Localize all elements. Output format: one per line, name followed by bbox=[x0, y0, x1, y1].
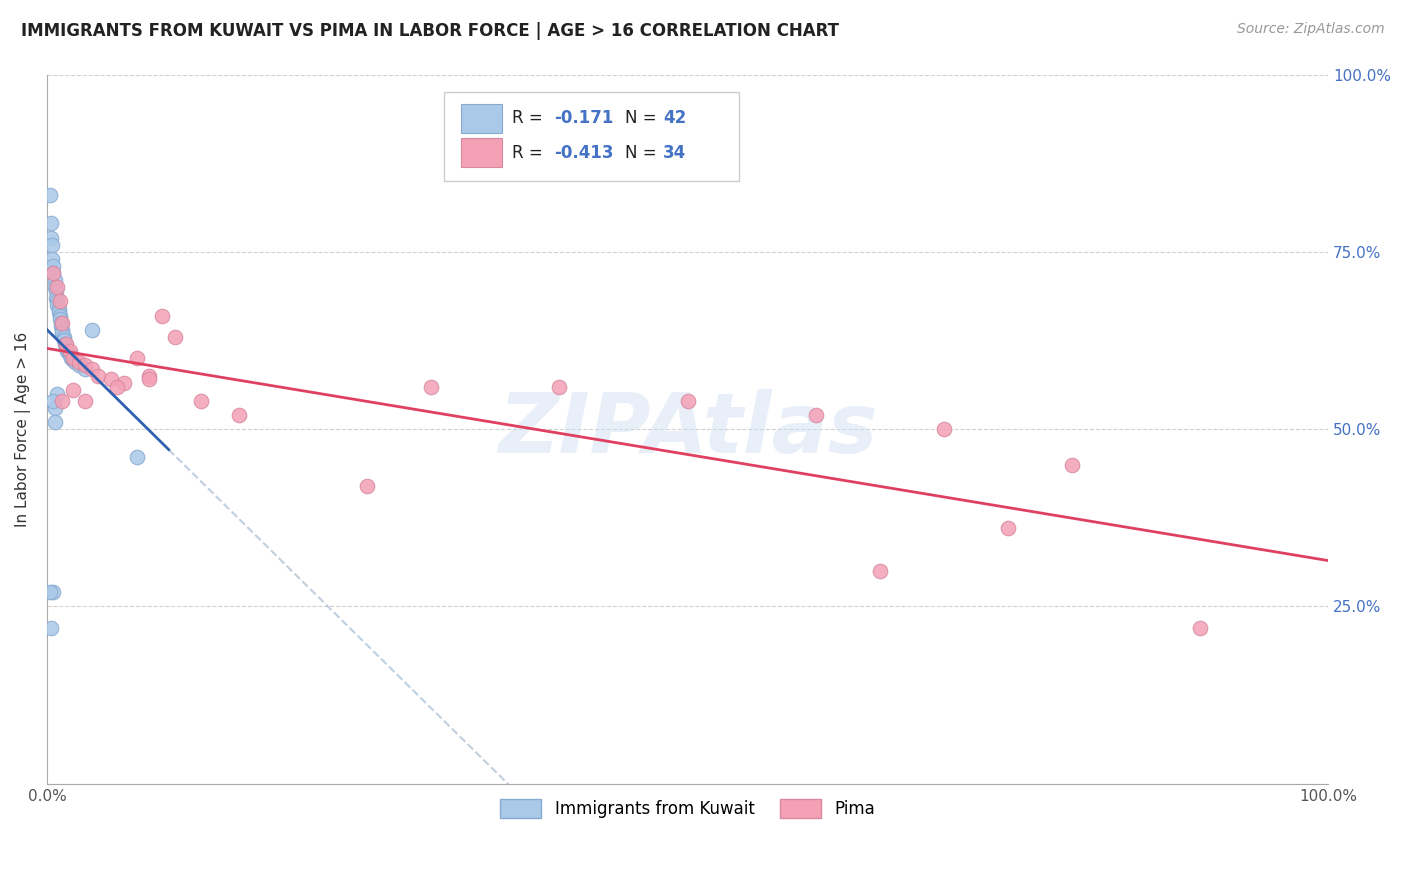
Text: R =: R = bbox=[512, 110, 548, 128]
Point bbox=[75, 359, 97, 373]
Point bbox=[80, 362, 103, 376]
Point bbox=[1189, 621, 1212, 635]
FancyBboxPatch shape bbox=[444, 92, 738, 181]
Point bbox=[42, 259, 65, 273]
Point bbox=[67, 359, 90, 373]
Point bbox=[190, 393, 212, 408]
FancyBboxPatch shape bbox=[461, 103, 502, 134]
Point bbox=[150, 309, 173, 323]
Point bbox=[49, 316, 72, 330]
Point bbox=[59, 348, 82, 362]
Point bbox=[80, 323, 103, 337]
Point bbox=[39, 217, 62, 231]
Text: Source: ZipAtlas.com: Source: ZipAtlas.com bbox=[1237, 22, 1385, 37]
Legend: Immigrants from Kuwait, Pima: Immigrants from Kuwait, Pima bbox=[494, 792, 882, 825]
Point bbox=[44, 273, 66, 287]
Point bbox=[44, 401, 66, 415]
Point bbox=[58, 345, 80, 359]
Point bbox=[39, 621, 62, 635]
FancyBboxPatch shape bbox=[461, 137, 502, 168]
Point bbox=[62, 383, 84, 397]
Point bbox=[60, 351, 83, 366]
Point bbox=[59, 344, 82, 359]
Point bbox=[45, 291, 67, 305]
Text: R =: R = bbox=[512, 144, 548, 161]
Point bbox=[1060, 458, 1083, 472]
Point bbox=[46, 386, 69, 401]
Point bbox=[75, 362, 97, 376]
Point bbox=[112, 376, 135, 390]
Point bbox=[46, 294, 69, 309]
Point bbox=[48, 305, 70, 319]
Point bbox=[997, 521, 1019, 535]
Point bbox=[48, 301, 70, 316]
Point bbox=[41, 252, 63, 266]
Point bbox=[67, 355, 90, 369]
Text: -0.413: -0.413 bbox=[554, 144, 614, 161]
Point bbox=[87, 368, 110, 383]
Point bbox=[49, 309, 72, 323]
Point bbox=[125, 351, 148, 366]
Point bbox=[804, 408, 827, 422]
Text: 34: 34 bbox=[664, 144, 686, 161]
Point bbox=[44, 415, 66, 429]
Point bbox=[56, 344, 79, 359]
Point bbox=[38, 188, 60, 202]
Point bbox=[62, 351, 84, 366]
Point bbox=[42, 266, 65, 280]
Point bbox=[49, 312, 72, 326]
Point bbox=[138, 372, 160, 386]
Point bbox=[55, 341, 77, 355]
Point bbox=[75, 393, 97, 408]
Text: 42: 42 bbox=[664, 110, 686, 128]
Point bbox=[46, 298, 69, 312]
Point bbox=[52, 330, 75, 344]
Point bbox=[228, 408, 250, 422]
Point bbox=[51, 326, 73, 341]
Point bbox=[100, 372, 122, 386]
Point bbox=[46, 280, 69, 294]
Point bbox=[42, 393, 65, 408]
Point bbox=[44, 280, 66, 294]
Text: IMMIGRANTS FROM KUWAIT VS PIMA IN LABOR FORCE | AGE > 16 CORRELATION CHART: IMMIGRANTS FROM KUWAIT VS PIMA IN LABOR … bbox=[21, 22, 839, 40]
Point bbox=[49, 319, 72, 334]
Point bbox=[53, 337, 76, 351]
Point bbox=[42, 585, 65, 599]
Point bbox=[55, 337, 77, 351]
Point bbox=[869, 564, 891, 578]
Point bbox=[51, 323, 73, 337]
Point bbox=[63, 355, 86, 369]
Point bbox=[165, 330, 187, 344]
Text: ZIPAtlas: ZIPAtlas bbox=[498, 389, 877, 469]
Point bbox=[42, 266, 65, 280]
Point bbox=[52, 334, 75, 348]
Text: -0.171: -0.171 bbox=[554, 110, 613, 128]
Point bbox=[49, 294, 72, 309]
Point bbox=[39, 230, 62, 244]
Point bbox=[932, 422, 955, 436]
Text: N =: N = bbox=[624, 110, 662, 128]
Point bbox=[125, 450, 148, 465]
Point bbox=[45, 284, 67, 298]
Point bbox=[138, 368, 160, 383]
Y-axis label: In Labor Force | Age > 16: In Labor Force | Age > 16 bbox=[15, 332, 31, 527]
Point bbox=[107, 379, 129, 393]
Point bbox=[548, 379, 571, 393]
Point bbox=[62, 352, 84, 367]
Point bbox=[51, 393, 73, 408]
Point bbox=[51, 316, 73, 330]
Point bbox=[676, 393, 699, 408]
Point bbox=[41, 237, 63, 252]
Point bbox=[356, 479, 378, 493]
Point bbox=[38, 585, 60, 599]
Point bbox=[420, 379, 443, 393]
Text: N =: N = bbox=[624, 144, 662, 161]
